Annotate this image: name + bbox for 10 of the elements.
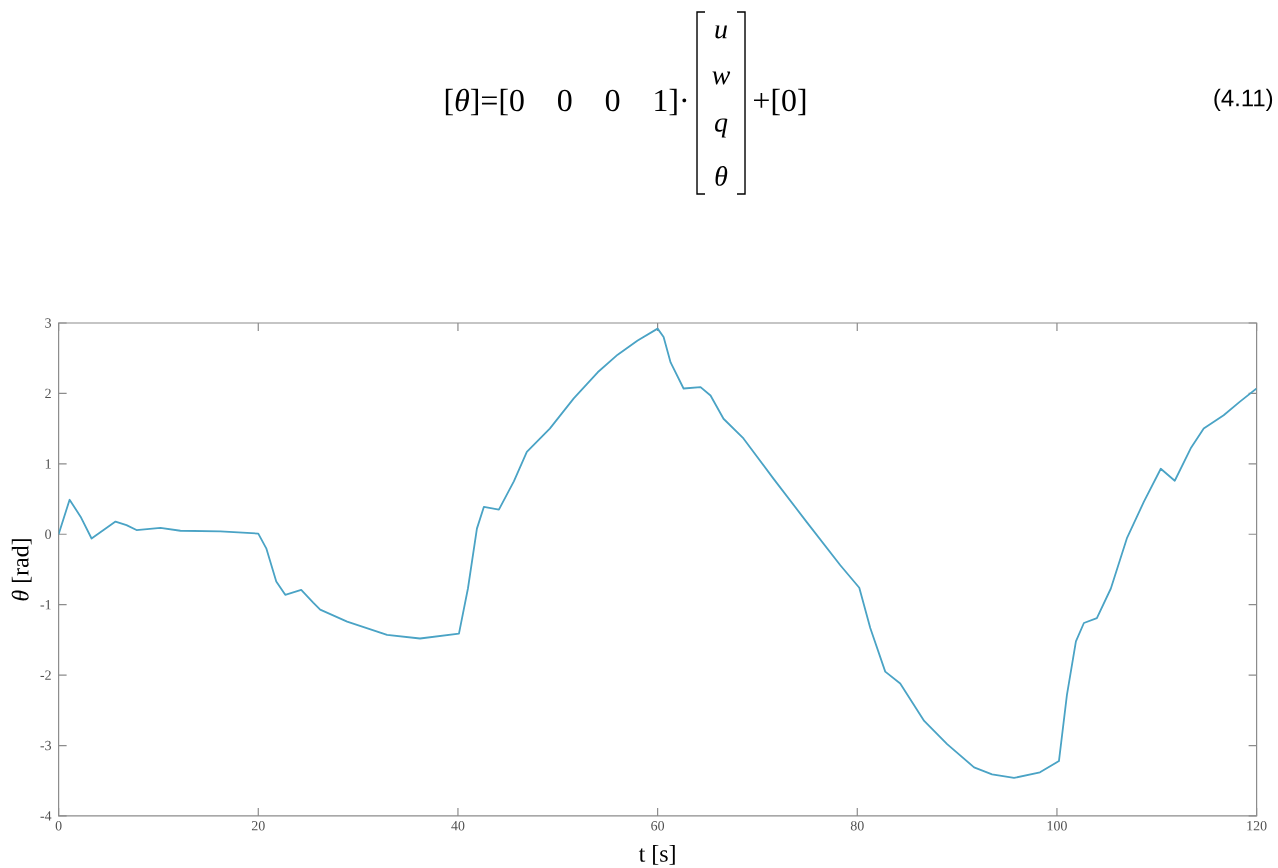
text: w xyxy=(712,71,731,85)
text: θ xyxy=(715,166,728,186)
line-series xyxy=(58,327,1257,779)
text: u xyxy=(715,25,727,39)
x-axis-title: t [s] xyxy=(638,845,675,865)
y-axis-title: θ [rad] xyxy=(11,539,32,601)
text: q xyxy=(714,118,728,138)
text: (4.11) xyxy=(1214,88,1273,112)
text: [θ]=[0 0 0 1]· xyxy=(445,88,687,116)
text: +[0] xyxy=(754,88,806,116)
